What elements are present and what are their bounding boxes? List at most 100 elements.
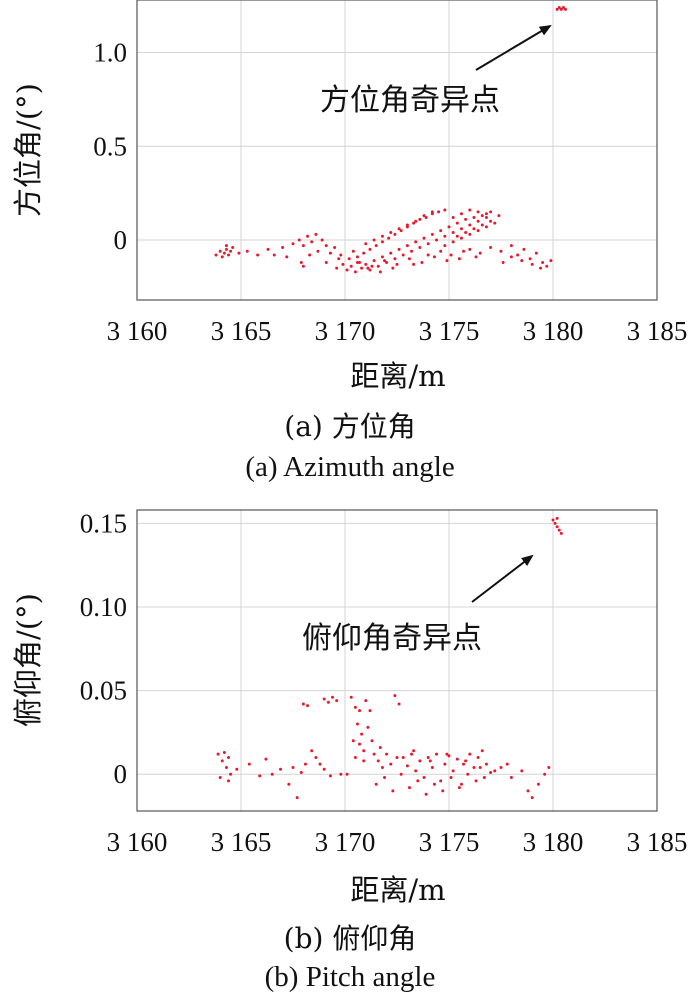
data-point [489,210,493,214]
data-point [397,247,401,251]
data-point [380,240,384,244]
data-point [229,249,233,253]
data-point [414,769,418,773]
data-point [449,776,453,780]
data-point [555,7,559,11]
data-point [553,521,557,525]
data-point [424,216,428,219]
data-point [279,767,283,771]
data-point [555,525,559,529]
data-point [347,257,351,261]
data-point [383,259,387,263]
data-point [472,227,476,231]
data-point [376,759,380,763]
y-axis-label: 方位角/(°) [11,83,45,217]
data-point [520,259,524,263]
data-point [420,261,424,264]
data-point [318,762,322,766]
data-point [563,7,567,11]
data-point [437,210,441,214]
data-point [480,214,484,218]
data-point [331,695,335,699]
x-tick-labels: 3 160 3 165 3 170 3 175 3 180 3 185 [107,827,688,857]
data-point [472,766,476,770]
data-point [522,247,526,251]
data-point [355,261,359,264]
data-point [355,722,359,726]
scatter-points [214,6,567,274]
data-point [358,709,362,713]
x-tick-label: 3 165 [211,827,272,857]
y-tick-label: 0.5 [93,131,127,161]
data-point [439,229,443,233]
data-point [383,776,387,780]
data-point [264,757,268,761]
data-point [451,769,455,773]
data-point [339,253,343,257]
x-tick-label: 3 180 [523,316,584,346]
data-point [468,208,472,212]
data-point [447,225,451,229]
data-point [287,782,291,786]
y-tick-label: 0.05 [80,676,127,706]
x-tick-label: 3 185 [627,827,688,857]
data-point [422,214,426,218]
data-point [401,755,405,759]
data-point [218,776,222,780]
data-point [443,244,447,248]
data-point [308,253,312,257]
y-tick-label: 0 [114,759,128,789]
data-point [439,779,443,783]
data-point [516,253,520,257]
data-point [301,264,305,268]
data-point [303,762,307,766]
data-point [362,749,366,753]
data-point [412,262,416,266]
data-point [484,762,488,766]
y-axis-label: 俯仰角/(°) [11,593,45,727]
data-point [399,772,403,776]
data-point [353,755,357,759]
data-point [368,268,372,272]
x-tick-label: 3 180 [523,827,584,857]
data-point [266,247,270,251]
data-point [387,236,391,240]
caption-cn: (b) 俯仰角 [284,922,417,955]
data-point [526,789,530,793]
data-point [430,210,434,214]
chart-azimuth: 0 0.5 1.0 3 160 3 165 3 170 3 175 3 180 3 185 方… [11,0,687,483]
data-point [459,782,463,786]
data-point [316,249,320,253]
data-point [449,253,453,257]
data-point [397,702,401,706]
chart-pitch: 00.050.100.15 3 160 3 165 3 170 3 175 3 180 3… [11,508,687,993]
data-point [426,253,430,257]
data-point [376,264,380,268]
data-point [310,240,314,244]
caption-en: (a) Azimuth angle [245,451,454,483]
data-point [493,221,497,225]
data-point [393,694,397,698]
data-point [462,762,466,766]
data-point [380,234,384,238]
data-point [457,257,461,261]
data-point [224,247,228,251]
data-point [484,225,488,229]
data-point [441,789,445,793]
data-point [545,264,549,268]
annotation-text: 方位角奇异点 [320,83,500,118]
x-tick-label: 3 165 [211,316,272,346]
data-point [301,244,305,248]
data-point [320,238,324,242]
data-point [468,232,472,236]
data-point [476,210,480,214]
data-point [561,6,565,9]
data-point [489,246,493,249]
data-point [501,261,505,264]
y-tick-label: 0 [114,225,128,255]
data-point [489,771,493,775]
data-point [549,259,553,263]
plot-frame [136,509,658,812]
data-point [399,229,403,233]
